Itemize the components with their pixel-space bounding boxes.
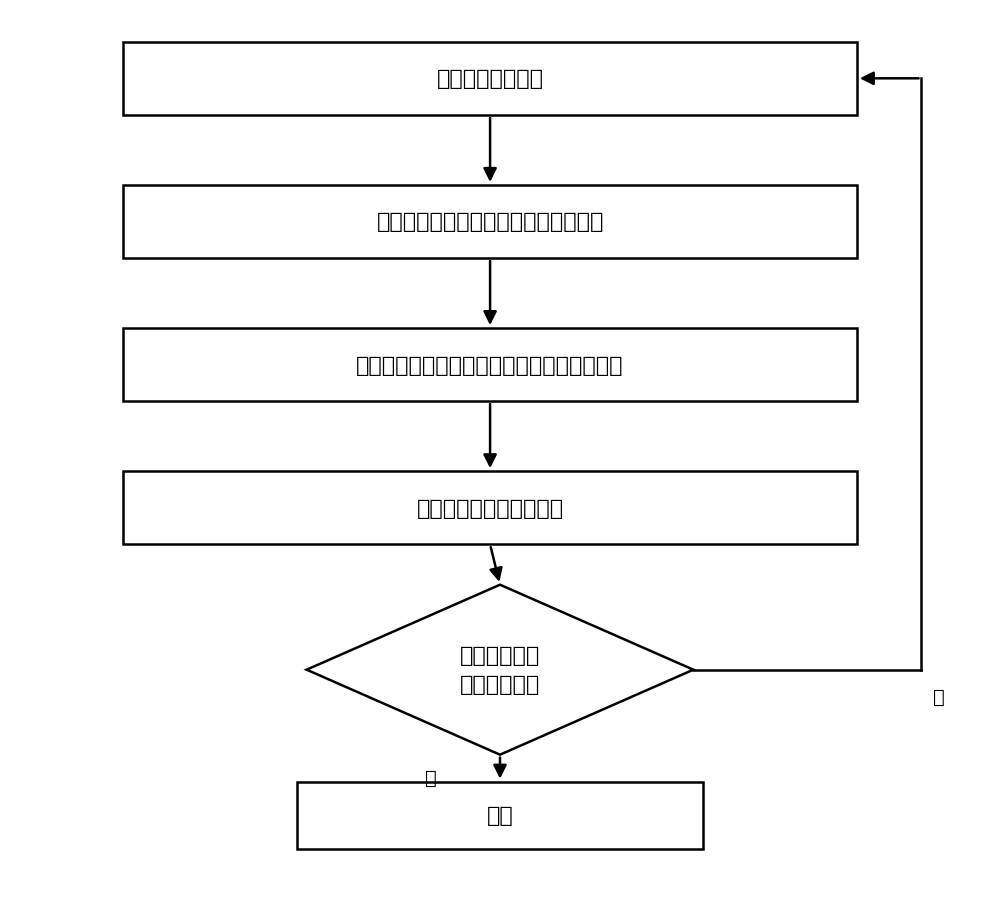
Text: 调整线圈和屏蔽线圈的整数匝数离散与再优化: 调整线圈和屏蔽线圈的整数匝数离散与再优化 (356, 355, 624, 375)
FancyBboxPatch shape (123, 328, 857, 402)
Text: 是: 是 (425, 768, 436, 787)
Text: 磁体设计方案
是否安全可靠: 磁体设计方案 是否安全可靠 (460, 645, 540, 695)
Text: 临界电流性能与应力分析: 临界电流性能与应力分析 (417, 498, 564, 518)
Text: 结束: 结束 (487, 805, 513, 825)
Text: 否: 否 (933, 687, 945, 706)
Text: 目标场法求解调整线圈和屏蔽线圈参数: 目标场法求解调整线圈和屏蔽线圈参数 (376, 212, 604, 232)
FancyBboxPatch shape (123, 42, 857, 115)
FancyBboxPatch shape (297, 782, 703, 849)
FancyBboxPatch shape (123, 472, 857, 545)
Polygon shape (307, 585, 693, 755)
FancyBboxPatch shape (123, 186, 857, 259)
Text: 主线圈信息预设定: 主线圈信息预设定 (437, 69, 544, 89)
